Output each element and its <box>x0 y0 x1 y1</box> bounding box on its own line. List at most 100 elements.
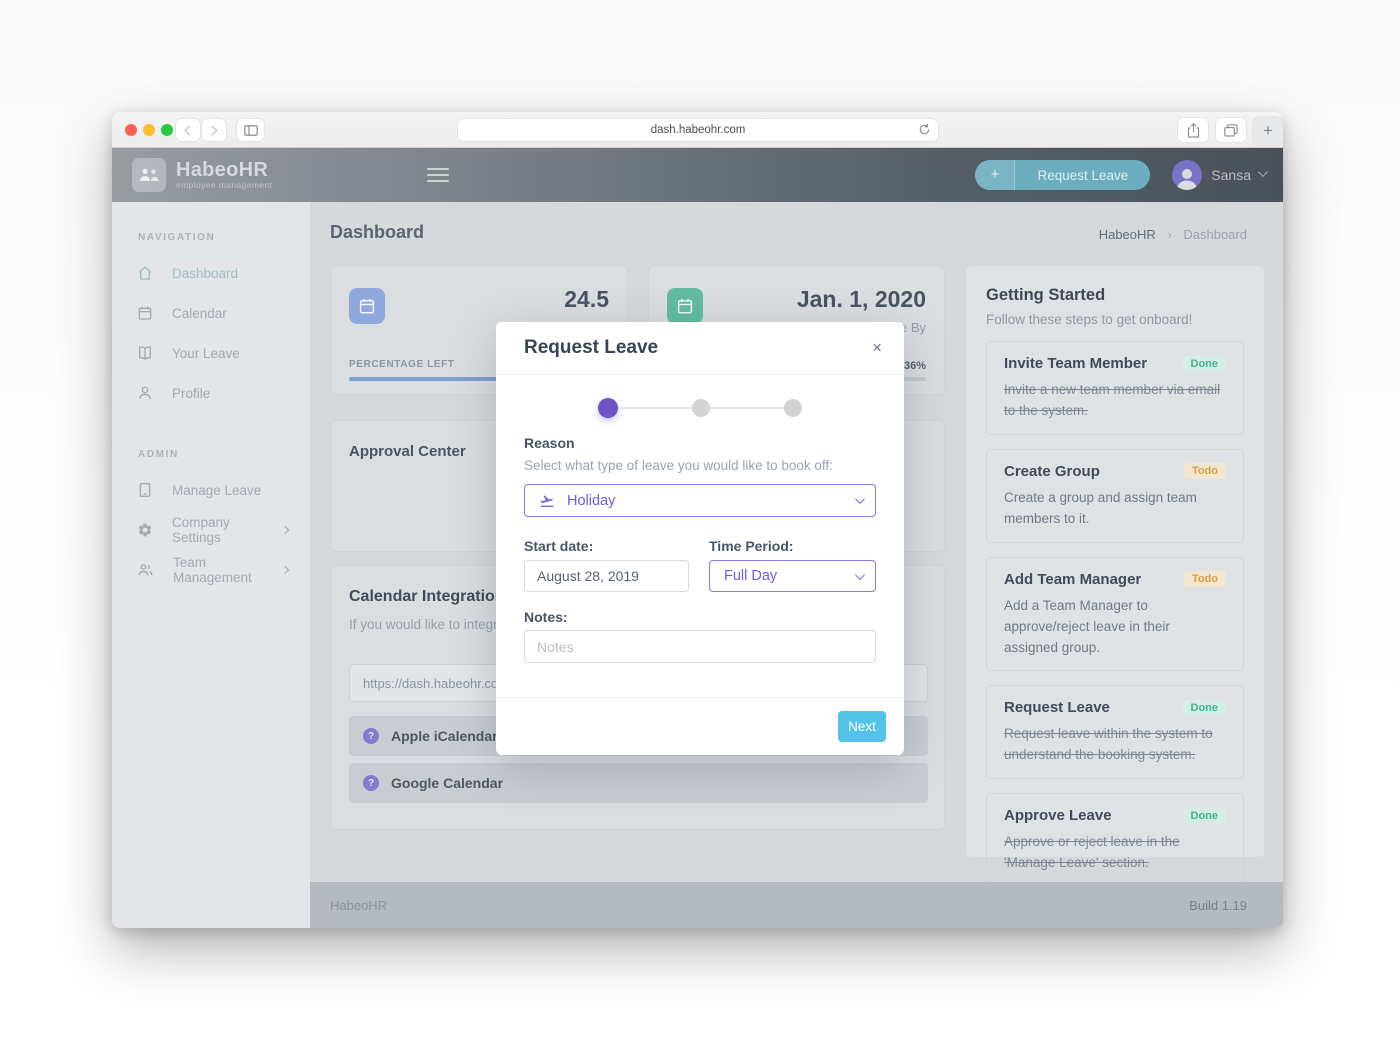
step-dot-1-active <box>598 398 618 418</box>
sidebar: NAVIGATION Dashboard Calendar Your Leave… <box>112 202 310 928</box>
brand-logo[interactable] <box>132 158 166 192</box>
sidebar-item-dashboard[interactable]: Dashboard <box>112 253 310 293</box>
step-card-create-group[interactable]: Create Group Todo Create a group and ass… <box>986 448 1244 543</box>
url-text: dash.habeohr.com <box>650 124 746 136</box>
browser-chrome: dash.habeohr.com + <box>112 112 1283 148</box>
footer-build-version: Build 1.19 <box>1189 897 1247 913</box>
stat-value: 24.5 <box>564 286 609 312</box>
request-leave-label: Request Leave <box>1037 167 1129 183</box>
stat-value: Jan. 1, 2020 <box>796 286 926 312</box>
close-window-button[interactable] <box>125 124 137 136</box>
address-bar[interactable]: dash.habeohr.com <box>458 119 938 141</box>
progress-fill <box>349 377 537 381</box>
menu-toggle-button[interactable] <box>427 164 450 186</box>
footer-brand: HabeoHR <box>330 897 388 913</box>
step-card-approve-leave[interactable]: Approve Leave Done Approve or reject lea… <box>986 793 1244 888</box>
app-footer: HabeoHR Build 1.19 <box>310 882 1283 928</box>
tab-overview-icon <box>1224 123 1238 137</box>
step-dot-2 <box>692 399 710 417</box>
book-open-icon <box>139 346 151 360</box>
page-title: Dashboard <box>330 222 425 242</box>
step-card-request-leave[interactable]: Request Leave Done Request leave within … <box>986 685 1244 780</box>
sidebar-item-label: Dashboard <box>172 265 239 281</box>
step-description: Request leave within the system to under… <box>1004 726 1213 763</box>
notes-input[interactable] <box>524 630 876 663</box>
calendar-row-label: Apple iCalendar <box>391 728 498 744</box>
share-icon <box>1187 122 1199 138</box>
step-card-add-team-manager[interactable]: Add Team Manager Todo Add a Team Manager… <box>986 556 1244 672</box>
step-title: Request Leave <box>1004 699 1110 717</box>
zoom-window-button[interactable] <box>161 124 173 136</box>
people-icon <box>140 168 159 181</box>
sidebar-item-profile[interactable]: Profile <box>112 373 310 413</box>
team-icon <box>138 564 153 576</box>
hamburger-icon <box>427 168 450 170</box>
step-connector <box>710 406 784 410</box>
reason-help-text: Select what type of leave you would like… <box>524 458 833 473</box>
breadcrumb: HabeoHR › Dashboard <box>1099 227 1247 242</box>
sidebar-item-your-leave[interactable]: Your Leave <box>112 333 310 373</box>
sidebar-toggle-icon <box>243 124 258 136</box>
flight-takeoff-icon <box>540 494 554 507</box>
home-icon <box>138 266 152 280</box>
help-icon: ? <box>363 775 379 791</box>
breadcrumb-separator: › <box>1167 227 1172 242</box>
time-period-select[interactable]: Full Day <box>709 560 876 592</box>
reload-icon <box>919 123 930 135</box>
breadcrumb-current: Dashboard <box>1183 227 1247 242</box>
step-title: Approve Leave <box>1004 807 1112 825</box>
request-leave-button[interactable]: + Request Leave <box>975 160 1151 190</box>
progress-track <box>349 377 609 381</box>
modal-footer-divider <box>496 697 904 698</box>
avatar[interactable] <box>1172 160 1203 190</box>
sidebar-heading-navigation: NAVIGATION <box>138 232 216 243</box>
reload-button[interactable] <box>918 123 931 141</box>
wizard-stepper <box>598 397 802 419</box>
minimize-window-button[interactable] <box>143 124 155 136</box>
sidebar-item-label: Your Leave <box>172 345 240 361</box>
close-icon[interactable]: × <box>872 338 882 357</box>
calendar-row-label: Google Calendar <box>391 775 504 791</box>
leave-type-select[interactable]: Holiday <box>524 484 876 517</box>
modal-title: Request Leave <box>524 337 659 358</box>
getting-started-title: Getting Started <box>986 286 1106 304</box>
approval-center-title: Approval Center <box>349 443 466 460</box>
chevron-down-icon <box>1257 167 1268 178</box>
sidebar-item-manage-leave[interactable]: Manage Leave <box>112 470 310 510</box>
back-button[interactable] <box>176 119 200 141</box>
tab-overview-button[interactable] <box>1216 118 1246 142</box>
status-badge: Todo <box>1183 571 1226 588</box>
time-period-value: Full Day <box>724 568 778 584</box>
sidebar-item-label: Calendar <box>172 305 227 321</box>
user-menu[interactable]: Sansa <box>1211 167 1251 183</box>
google-calendar-row[interactable]: ? Google Calendar <box>349 763 928 803</box>
next-button[interactable]: Next <box>838 711 886 742</box>
plus-icon: + <box>1263 121 1273 140</box>
metric-value: 36% <box>903 360 926 372</box>
status-badge: Done <box>1182 807 1226 824</box>
sidebar-item-label: Manage Leave <box>172 482 262 498</box>
modal-header: Request Leave × <box>496 322 904 375</box>
sidebar-item-calendar[interactable]: Calendar <box>112 293 310 333</box>
forward-icon <box>207 125 218 135</box>
sidebar-toggle-button[interactable] <box>237 119 264 141</box>
sidebar-item-team-management[interactable]: Team Management <box>112 550 310 590</box>
status-badge: Done <box>1182 355 1226 372</box>
calendar-badge-icon <box>349 288 385 324</box>
status-badge: Done <box>1182 699 1226 716</box>
start-date-label: Start date: <box>524 538 594 554</box>
getting-started-subtitle: Follow these steps to get onboard! <box>986 312 1193 327</box>
chevron-down-icon <box>854 494 865 505</box>
share-button[interactable] <box>1178 118 1208 142</box>
new-tab-button[interactable]: + <box>1253 117 1283 145</box>
sidebar-item-label: Profile <box>172 385 211 401</box>
step-description: Invite a new team member via email to th… <box>1004 382 1221 418</box>
sidebar-item-label: Company Settings <box>172 515 230 545</box>
step-description: Approve or reject leave in the 'Manage L… <box>1004 834 1180 871</box>
forward-button[interactable] <box>202 119 226 141</box>
breadcrumb-root[interactable]: HabeoHR <box>1098 227 1156 242</box>
step-card-invite-team-member[interactable]: Invite Team Member Done Invite a new tea… <box>986 341 1244 435</box>
start-date-input[interactable] <box>524 560 689 592</box>
brand-tagline: employee management <box>176 180 273 190</box>
sidebar-item-company-settings[interactable]: Company Settings <box>112 510 310 550</box>
